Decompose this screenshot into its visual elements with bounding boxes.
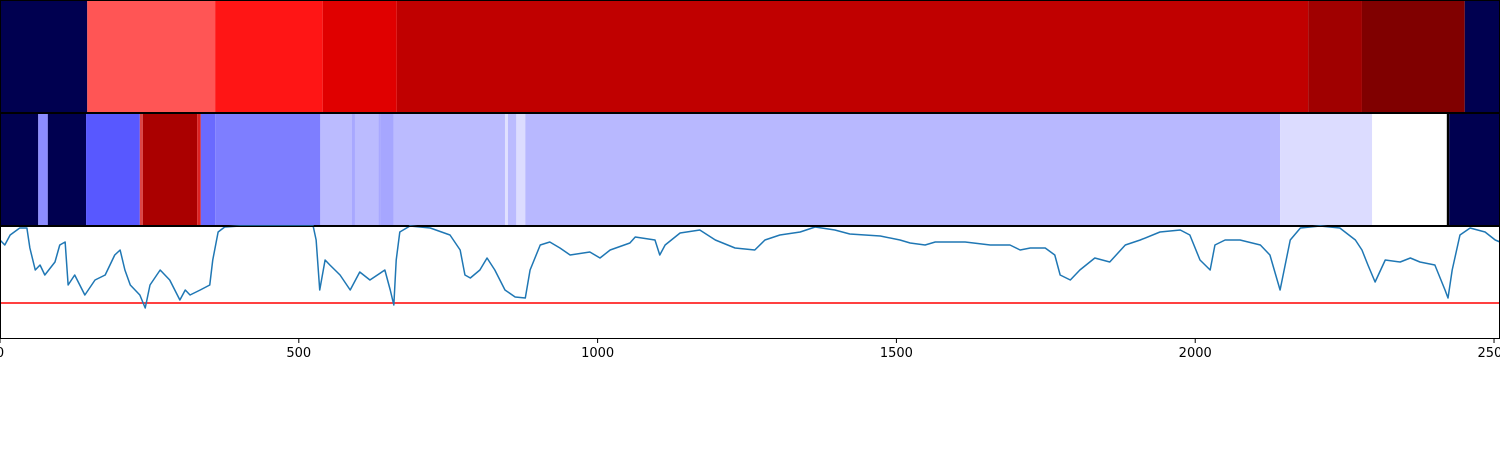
band — [38, 113, 48, 225]
band — [380, 113, 394, 225]
band — [1446, 113, 1450, 225]
band — [322, 0, 397, 112]
band — [1464, 0, 1500, 112]
x-tick-label: 0 — [0, 346, 4, 361]
band — [200, 113, 216, 225]
band — [516, 113, 526, 225]
panel-frame — [0, 226, 1500, 339]
band — [354, 113, 379, 225]
band — [86, 113, 140, 225]
band — [320, 113, 352, 225]
band — [1372, 113, 1447, 225]
band — [1280, 113, 1373, 225]
band — [507, 113, 517, 225]
band — [351, 113, 355, 225]
x-tick-label: 500 — [286, 346, 311, 361]
band — [215, 113, 321, 225]
band — [504, 113, 508, 225]
band — [1449, 113, 1500, 225]
line — [0, 225, 1500, 309]
band — [396, 0, 1309, 112]
band — [378, 113, 381, 225]
x-tick-label: 1500 — [880, 346, 913, 361]
x-tick-label: 2000 — [1179, 346, 1212, 361]
band — [0, 0, 88, 112]
band — [139, 113, 143, 225]
band — [1361, 0, 1465, 112]
band — [47, 113, 87, 225]
x-tick-label: 2500 — [1477, 346, 1500, 361]
band — [197, 113, 201, 225]
band — [87, 0, 216, 112]
band — [0, 113, 39, 225]
band — [1308, 0, 1362, 112]
band — [215, 0, 323, 112]
x-tick-label: 1000 — [581, 346, 614, 361]
band — [142, 113, 198, 225]
band — [525, 113, 1281, 225]
band — [393, 113, 505, 225]
